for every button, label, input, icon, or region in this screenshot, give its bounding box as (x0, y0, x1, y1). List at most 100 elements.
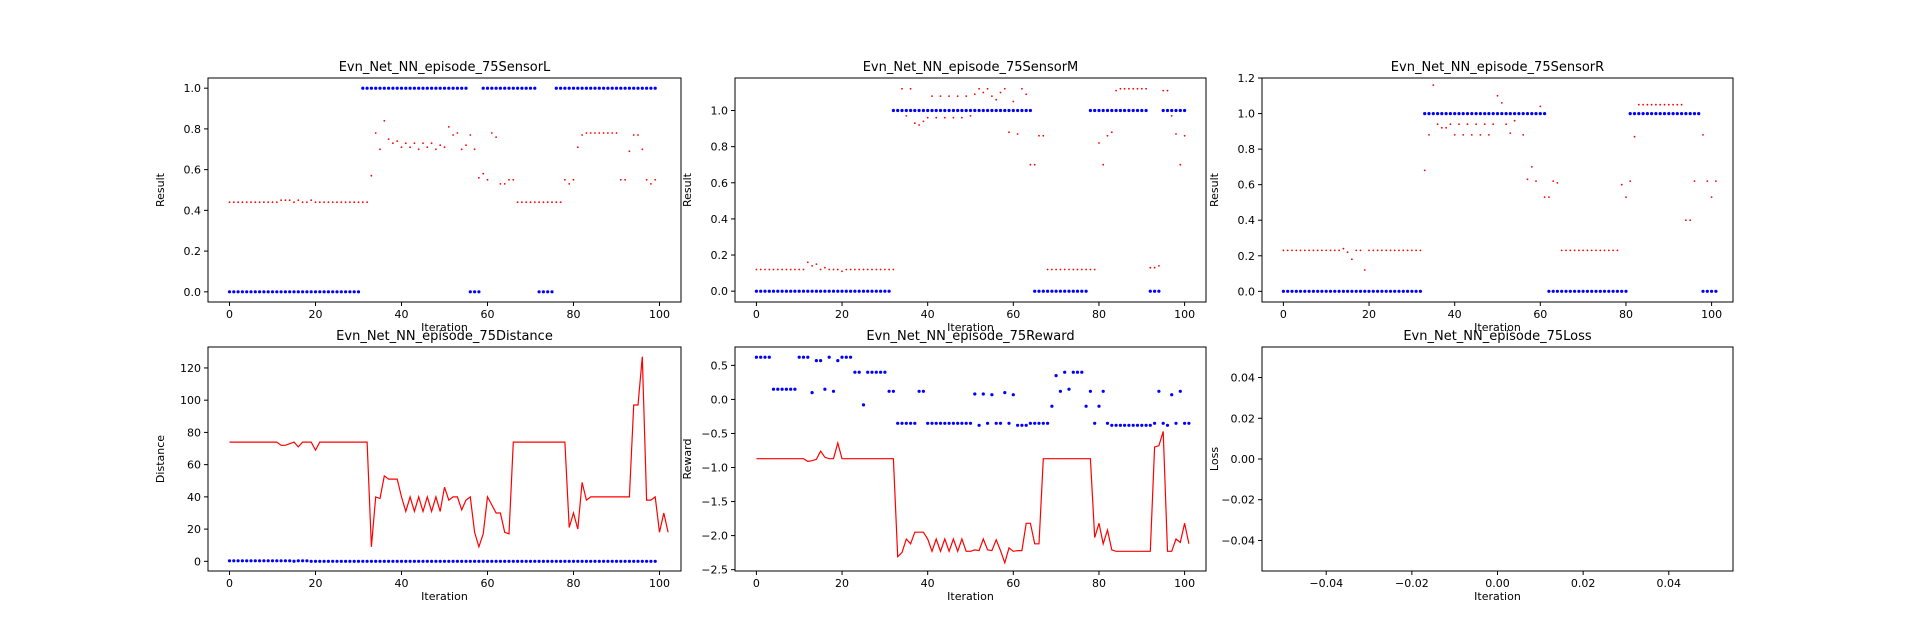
data-point (1513, 112, 1517, 116)
data-point (844, 355, 848, 359)
data-point (1462, 134, 1465, 136)
x-axis-ticks: 0 20 40 60 80 100 (1280, 302, 1722, 321)
subplot-sensorm: 0 20 40 60 80 100 0.0 0.2 0.4 0.6 0.8 1.0 Evn_Net_NN… (681, 60, 1207, 334)
data-point (361, 559, 365, 563)
data-point (391, 86, 395, 90)
data-point (1028, 421, 1032, 425)
data-point (990, 108, 994, 113)
x-tick-label: −0.02 (1395, 577, 1429, 590)
data-point (477, 559, 481, 563)
data-point (887, 389, 891, 393)
data-point (891, 389, 896, 393)
axes-frame (734, 346, 1207, 572)
data-point (524, 559, 528, 563)
x-tick-label: 60 (481, 308, 495, 321)
data-point (1135, 423, 1140, 427)
data-point (1093, 268, 1096, 271)
x-tick-label: 80 (1092, 577, 1106, 590)
data-point (1021, 87, 1023, 90)
data-point (1011, 393, 1015, 397)
y-tick-label: 1.2 (1238, 72, 1256, 85)
x-tick-label: 20 (309, 308, 323, 321)
data-point (1504, 112, 1508, 116)
subplot-distance: 0 20 40 60 80 100 0 20 40 60 80 100 120 Evn_Net_NN_ep… (154, 329, 682, 603)
data-point (498, 559, 502, 563)
data-point (956, 95, 959, 97)
data-point (292, 559, 296, 563)
data-point (313, 559, 318, 563)
data-point (909, 87, 912, 90)
series-group (754, 87, 1187, 293)
data-point (292, 290, 296, 294)
x-tick-label: 80 (567, 577, 581, 590)
data-point (909, 108, 913, 113)
data-point (1127, 423, 1131, 427)
data-point (802, 268, 805, 271)
x-tick-label: 0 (226, 308, 233, 321)
data-point (452, 134, 454, 136)
data-point (399, 86, 404, 90)
data-point (892, 268, 895, 271)
data-point (930, 421, 934, 425)
data-point (528, 86, 533, 90)
data-point (1697, 112, 1701, 116)
data-point (1075, 370, 1080, 374)
x-tick-label: 60 (1533, 308, 1547, 321)
data-point (508, 178, 510, 181)
data-point (1620, 183, 1623, 186)
data-point (1179, 163, 1182, 166)
y-tick-label: 0.2 (184, 245, 202, 258)
data-point (1598, 289, 1602, 293)
data-point (841, 270, 843, 273)
y-tick-label: 80 (187, 426, 201, 439)
data-point (374, 559, 378, 563)
data-point (1165, 423, 1170, 427)
data-point (1594, 289, 1598, 293)
y-tick-label: 0.0 (184, 286, 202, 299)
data-point (1106, 134, 1109, 137)
data-point (464, 559, 468, 563)
data-point (275, 201, 278, 204)
data-point (1534, 112, 1538, 116)
data-point (1389, 249, 1392, 252)
data-point (934, 108, 938, 113)
data-point (249, 559, 253, 563)
x-tick-label: 80 (1092, 308, 1106, 321)
data-point (361, 201, 364, 204)
data-point (1286, 289, 1290, 293)
x-axis-ticks: 0 20 40 60 80 100 (753, 302, 1195, 321)
y-tick-label: 0.0 (711, 285, 729, 298)
x-tick-label: 40 (921, 577, 935, 590)
data-point (1445, 126, 1447, 129)
data-point (1680, 112, 1684, 116)
data-point (465, 144, 467, 147)
data-point (232, 290, 236, 294)
data-point (1428, 134, 1430, 136)
data-point (1654, 112, 1658, 116)
data-point (610, 559, 614, 563)
y-tick-label: −0.04 (1221, 534, 1255, 547)
data-point (789, 268, 792, 271)
x-tick-label: 0.00 (1485, 577, 1510, 590)
data-point (430, 142, 433, 145)
data-point (1329, 249, 1332, 252)
data-point (1303, 249, 1306, 252)
data-point (1427, 112, 1431, 116)
data-point (614, 86, 619, 90)
data-point (1114, 108, 1118, 113)
data-point (853, 370, 857, 374)
data-point (827, 355, 831, 359)
data-point (1714, 289, 1718, 293)
data-point (284, 199, 287, 202)
x-tick-label: 40 (921, 308, 935, 321)
data-point (943, 421, 947, 425)
data-point (356, 559, 361, 563)
data-point (236, 559, 240, 563)
data-point (382, 86, 386, 90)
data-point (636, 86, 640, 90)
data-point (589, 559, 593, 563)
data-point (451, 86, 455, 90)
data-point (456, 132, 459, 134)
data-point (1183, 421, 1187, 425)
data-point (798, 268, 801, 271)
